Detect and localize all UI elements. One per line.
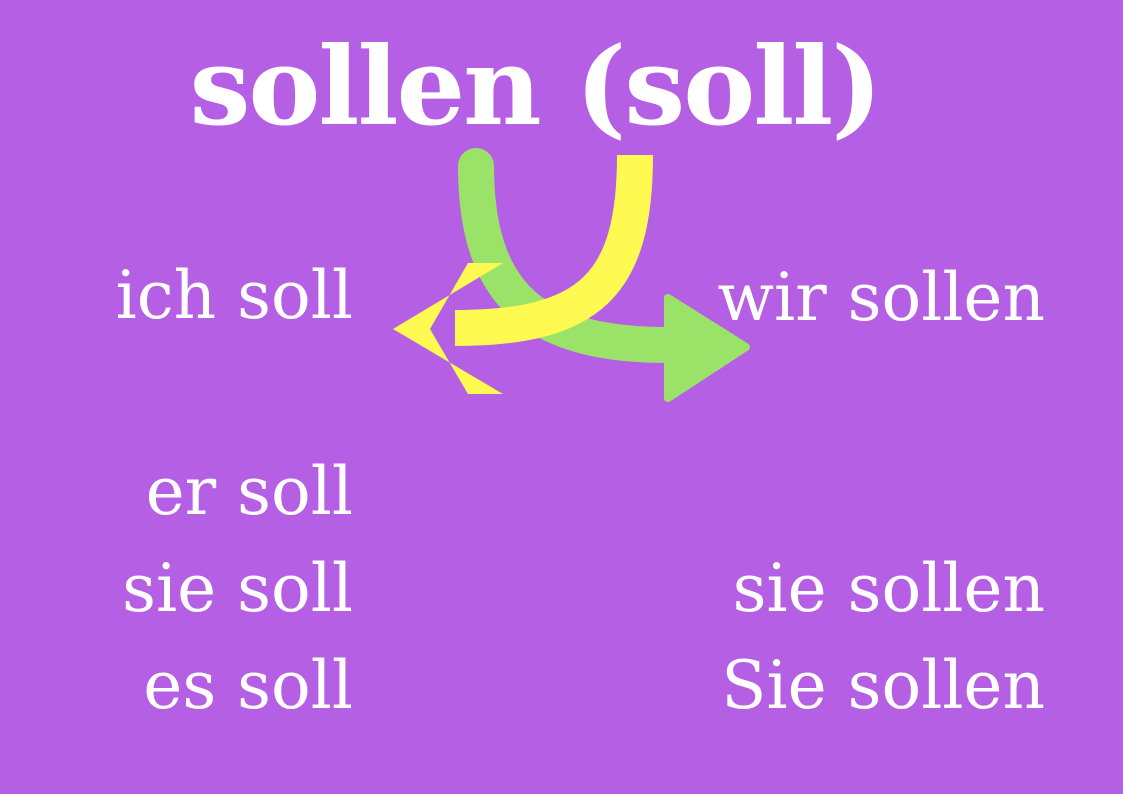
conjugation-Sie-formal: Sie sollen bbox=[721, 647, 1045, 724]
conjugation-es: es soll bbox=[143, 647, 353, 724]
conjugation-ich: ich soll bbox=[115, 257, 353, 334]
conjugation-sie-plural: sie sollen bbox=[732, 550, 1045, 627]
page-title: sollen (soll) bbox=[189, 24, 883, 150]
yellow-arrow-to-singular bbox=[393, 154, 653, 394]
conjugation-er: er soll bbox=[145, 453, 353, 530]
conjugation-wir: wir sollen bbox=[717, 259, 1045, 336]
conjugation-sie-singular: sie soll bbox=[122, 550, 353, 627]
